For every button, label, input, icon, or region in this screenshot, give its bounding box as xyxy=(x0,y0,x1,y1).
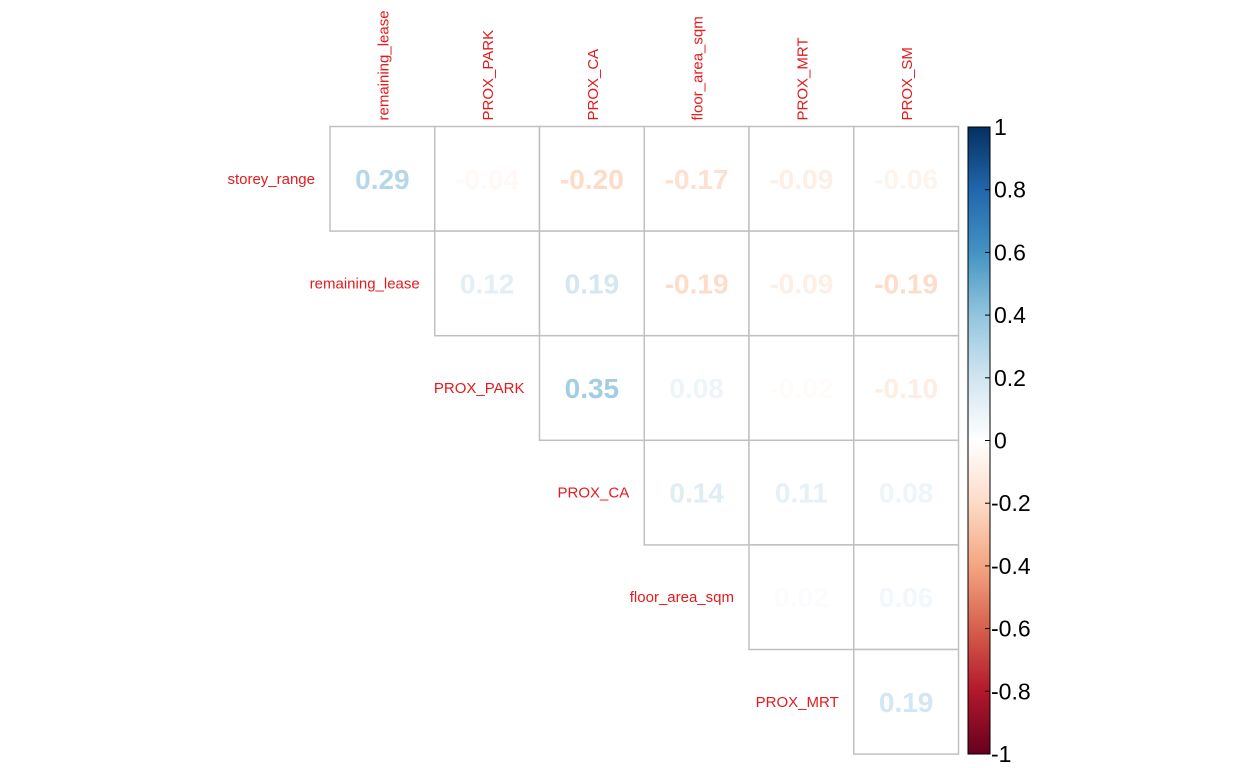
row-label: remaining_lease xyxy=(310,275,420,292)
colorbar-tick-label: -0.6 xyxy=(991,616,1031,642)
cell-value: -0.04 xyxy=(455,164,519,195)
column-label: remaining_lease xyxy=(375,10,392,120)
cell-value: 0.14 xyxy=(669,478,724,509)
cell-value: -0.19 xyxy=(665,268,729,299)
column-label: floor_area_sqm xyxy=(690,16,707,120)
cell-value: 0.11 xyxy=(775,478,828,509)
cell-remaining_lease-PROX_CA xyxy=(538,230,645,337)
column-label: PROX_SM xyxy=(899,47,916,120)
cell-value: -0.10 xyxy=(874,373,938,404)
cell-value: 0.19 xyxy=(879,687,934,718)
colorbar-tick-label: 0.6 xyxy=(994,239,1026,265)
cell-floor_area_sqm-PROX_MRT xyxy=(748,544,855,651)
colorbar-tick-label: -0.4 xyxy=(991,553,1031,579)
colorbar-tick-label: 0.8 xyxy=(994,177,1026,203)
row-label: floor_area_sqm xyxy=(630,589,734,606)
row-label: PROX_CA xyxy=(558,485,630,502)
row-label: PROX_PARK xyxy=(434,380,525,397)
cell-value: 0.08 xyxy=(669,373,724,404)
cell-storey_range-PROX_PARK xyxy=(434,125,541,232)
cell-value: 0.08 xyxy=(879,478,934,509)
cell-PROX_PARK-PROX_CA xyxy=(538,334,645,442)
cell-storey_range-remaining_lease xyxy=(329,125,436,232)
cell-value: -0.17 xyxy=(665,164,729,195)
colorbar-tick-label: 0 xyxy=(994,428,1007,454)
cell-value: -0.09 xyxy=(769,164,833,195)
cell-remaining_lease-PROX_PARK xyxy=(434,230,541,337)
cell-value: -0.19 xyxy=(874,268,938,299)
cell-floor_area_sqm-PROX_SM xyxy=(853,544,960,651)
cell-PROX_CA-PROX_MRT xyxy=(748,439,855,546)
cell-value: -0.02 xyxy=(769,373,833,404)
colorbar-tick-label: 1 xyxy=(994,114,1007,140)
colorbar-tick-label: -0.2 xyxy=(991,490,1031,516)
row-label: PROX_MRT xyxy=(756,694,839,711)
cell-storey_range-PROX_CA xyxy=(538,125,645,232)
colorbar-tick-label: -0.8 xyxy=(991,678,1031,704)
cell-PROX_PARK-PROX_MRT xyxy=(748,334,855,442)
cell-storey_range-floor_area_sqm xyxy=(643,125,750,232)
cell-value: 0.19 xyxy=(565,268,620,299)
column-label: PROX_PARK xyxy=(480,30,497,121)
cell-value: 0.35 xyxy=(565,373,620,404)
cell-value: -0.20 xyxy=(560,164,624,195)
cell-value: -0.09 xyxy=(769,268,833,299)
column-label: PROX_MRT xyxy=(794,37,811,120)
cell-value: -0.06 xyxy=(874,164,938,195)
cell-remaining_lease-PROX_SM xyxy=(853,230,960,337)
cell-PROX_CA-floor_area_sqm xyxy=(643,439,750,546)
colorbar-tick-label: -1 xyxy=(991,741,1011,767)
cell-storey_range-PROX_SM xyxy=(853,125,960,232)
cell-value: 0.12 xyxy=(460,268,515,299)
cell-PROX_CA-PROX_SM xyxy=(853,439,960,546)
colorbar-tick-label: 0.4 xyxy=(994,302,1026,328)
cell-value: 0.02 xyxy=(774,582,829,613)
row-label: storey_range xyxy=(227,171,315,188)
cell-value: 0.29 xyxy=(355,164,410,195)
column-label: PROX_CA xyxy=(585,49,602,121)
cell-value: 0.06 xyxy=(879,582,934,613)
cell-PROX_MRT-PROX_SM xyxy=(853,648,960,755)
cell-remaining_lease-PROX_MRT xyxy=(748,230,855,337)
cell-PROX_PARK-PROX_SM xyxy=(853,334,960,442)
colorbar-tick-label: 0.2 xyxy=(994,365,1026,391)
